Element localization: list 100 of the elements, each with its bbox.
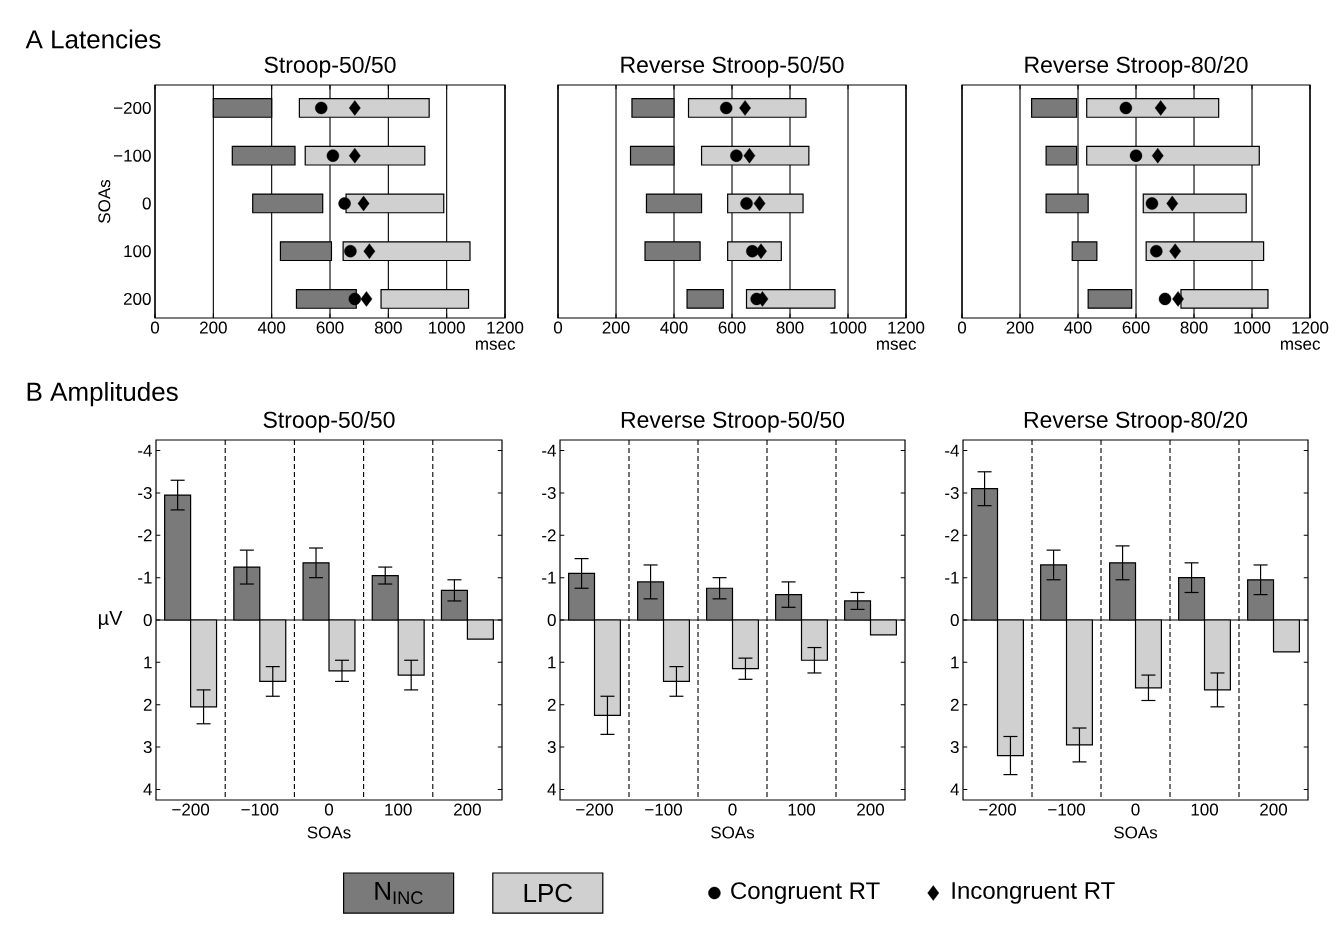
bar xyxy=(252,193,324,214)
x-axis-title: SOAs xyxy=(711,826,755,839)
bar xyxy=(631,98,675,118)
bar xyxy=(212,98,273,118)
y-axis-title: SOAs xyxy=(98,179,111,223)
point xyxy=(740,197,753,210)
text: LPC xyxy=(524,883,573,903)
chart-title: Stroop-50/50 xyxy=(263,411,395,433)
bar xyxy=(629,145,675,166)
x-tick-label: 0 xyxy=(728,803,737,816)
point xyxy=(348,147,361,164)
point xyxy=(1145,197,1159,210)
x-tick-label: 200 xyxy=(454,803,481,816)
bar xyxy=(1045,193,1089,214)
x-tick-label: −200 xyxy=(172,803,210,816)
x-tick-label: 1000 xyxy=(830,321,867,334)
x-axis-title: msec xyxy=(475,340,516,350)
bar xyxy=(644,241,701,262)
x-tick-label: 400 xyxy=(660,321,688,334)
bar xyxy=(645,193,703,214)
x-tick-label: 200 xyxy=(1006,321,1034,334)
point xyxy=(755,243,767,259)
bar xyxy=(295,289,357,309)
legend-label: Incongruent RT xyxy=(952,882,1115,904)
y-tick-label: -1 xyxy=(945,571,959,584)
text: A Latencies xyxy=(25,29,161,49)
y-tick-label: -1 xyxy=(542,571,556,584)
x-tick-label: 100 xyxy=(1191,803,1219,816)
y-tick-label: 3 xyxy=(950,741,959,754)
point xyxy=(1150,244,1163,258)
y-tick-label: 4 xyxy=(950,783,959,796)
point xyxy=(1158,292,1172,306)
chart-title: Reverse Stroop-80/20 xyxy=(1024,411,1248,433)
bar xyxy=(1071,241,1098,262)
text: N$_{INC}$ xyxy=(375,881,423,905)
x-tick-label: 1000 xyxy=(1234,321,1271,334)
point xyxy=(746,244,759,258)
x-tick-label: 800 xyxy=(776,321,804,334)
x-tick-label: −100 xyxy=(1048,803,1085,816)
y-tick-label: -1 xyxy=(138,571,152,584)
text: B Amplitudes xyxy=(27,381,178,407)
x-tick-label: −100 xyxy=(241,803,279,816)
point xyxy=(1119,101,1133,115)
x-axis-title: msec xyxy=(1281,340,1321,350)
y-tick-label: 0 xyxy=(142,197,151,210)
x-tick-label: 400 xyxy=(1064,321,1092,334)
y-tick-label: −100 xyxy=(114,149,151,162)
x-tick-label: 600 xyxy=(316,321,344,334)
bar xyxy=(342,241,471,262)
y-tick-label: 1 xyxy=(548,656,556,669)
y-tick-label: -2 xyxy=(542,529,556,542)
y-tick-label: 3 xyxy=(143,741,152,754)
y-tick-label: 3 xyxy=(547,741,556,754)
x-tick-label: 100 xyxy=(788,803,816,816)
y-tick-label: 4 xyxy=(143,783,152,796)
x-tick-label: 100 xyxy=(385,803,412,816)
point xyxy=(348,100,361,116)
chart-title: Stroop-50/50 xyxy=(264,56,396,78)
x-tick-label: 200 xyxy=(200,321,227,334)
point xyxy=(1151,147,1164,164)
y-tick-label: 2 xyxy=(547,698,556,711)
bar xyxy=(380,289,470,309)
point xyxy=(357,195,370,212)
x-tick-label: 400 xyxy=(257,321,286,334)
y-tick-label: 2 xyxy=(143,698,152,711)
y-tick-label: 4 xyxy=(547,783,556,796)
y-tick-label: 100 xyxy=(124,245,151,258)
x-tick-label: 200 xyxy=(602,321,630,334)
x-tick-label: 0 xyxy=(1131,803,1140,816)
y-tick-label: 0 xyxy=(950,614,959,627)
bar xyxy=(1087,289,1133,309)
point xyxy=(344,244,357,258)
chart-title: Reverse Stroop-50/50 xyxy=(621,56,844,78)
chart-title: Reverse Stroop-50/50 xyxy=(621,411,845,433)
bar xyxy=(1045,145,1078,166)
point xyxy=(360,291,373,307)
x-tick-label: 1200 xyxy=(888,321,925,334)
x-tick-label: 600 xyxy=(1122,321,1150,334)
y-tick-label: -3 xyxy=(542,486,556,499)
y-tick-label: 0 xyxy=(143,614,152,627)
y-tick-label: -2 xyxy=(945,529,959,542)
y-tick-label: −200 xyxy=(114,101,151,114)
bar xyxy=(279,241,333,262)
y-axis-title: µV xyxy=(98,611,123,629)
x-tick-label: 600 xyxy=(718,321,746,334)
bar xyxy=(1086,145,1260,166)
bar xyxy=(686,289,724,309)
y-tick-label: -4 xyxy=(945,444,959,457)
point xyxy=(348,292,361,306)
y-tick-label: 1 xyxy=(951,656,959,669)
y-tick-label: 1 xyxy=(144,656,152,669)
x-axis-title: msec xyxy=(876,340,917,350)
x-tick-label: 800 xyxy=(374,321,402,334)
point xyxy=(326,149,340,162)
x-tick-label: 1000 xyxy=(429,321,465,334)
point xyxy=(720,101,733,115)
point xyxy=(363,243,376,259)
x-tick-label: −100 xyxy=(645,803,682,816)
x-tick-label: 200 xyxy=(857,803,885,816)
x-tick-label: 200 xyxy=(1260,803,1288,816)
